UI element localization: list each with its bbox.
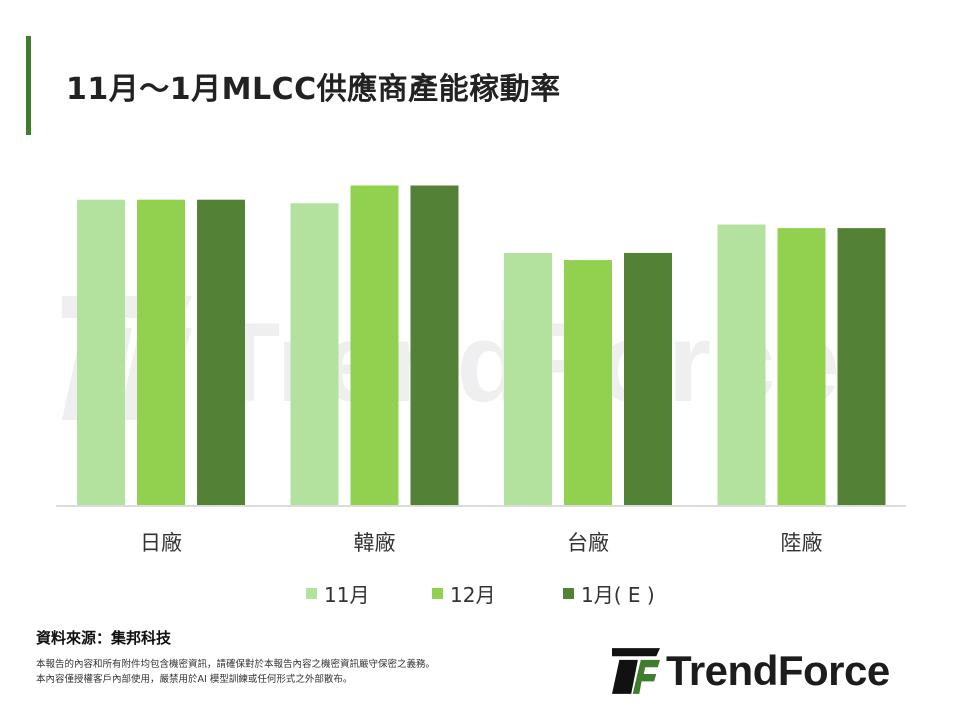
legend-label: 12月	[450, 582, 496, 607]
bar-1-nov	[77, 199, 125, 505]
legend-swatch	[563, 587, 574, 599]
legend-label: 11月	[324, 582, 370, 607]
disclaimer-line-2: 本內容僅授權客戶內部使用，嚴禁用於AI 模型訓練或任何形式之外部散布。	[36, 674, 353, 685]
legend-item-jan: 1月( E )	[563, 578, 655, 608]
bar-3-nov	[504, 252, 552, 505]
chart-title: 11月～1月MLCC供應商產能稼動率	[66, 72, 561, 107]
disclaimer-line-1: 本報告的內容和所有附件均包含機密資訊，請確保對於本報告內容之機密資訊嚴守保密之義…	[36, 659, 436, 670]
title-accent-bar	[26, 36, 31, 135]
bar-1-dec	[137, 199, 185, 505]
bar-4-dec	[777, 228, 826, 505]
bar-1-jan	[197, 199, 245, 505]
legend-swatch	[432, 587, 443, 599]
legend-label: 1月( E )	[581, 582, 655, 607]
source-label: 資料來源：集邦科技	[36, 629, 172, 647]
x-axis-labels: 日廠 韓廠 台廠 陸廠	[140, 531, 823, 555]
x-tick-label: 台廠	[567, 531, 609, 555]
trendforce-logo: TrendForce	[612, 646, 890, 696]
bar-2-dec	[350, 185, 399, 505]
x-tick-label: 韓廠	[354, 531, 396, 555]
bar-2-jan	[410, 185, 459, 505]
legend-item-dec: 12月	[432, 578, 495, 608]
legend-swatch	[306, 587, 317, 599]
disclaimer: 本報告的內容和所有附件均包含機密資訊，請確保對於本報告內容之機密資訊嚴守保密之義…	[36, 657, 435, 687]
bar-2-nov	[290, 203, 339, 505]
bar-4-nov	[717, 224, 766, 506]
chart-legend: 11月 12月 1月( E )	[0, 578, 960, 608]
bar-3-dec	[564, 260, 612, 505]
bar-4-jan	[837, 228, 886, 505]
legend-item-nov: 11月	[306, 578, 369, 608]
x-tick-label: 日廠	[140, 531, 182, 555]
trendforce-logo-icon	[612, 648, 660, 694]
bar-3-jan	[624, 252, 672, 505]
bars-layer	[77, 185, 886, 506]
brand-name: TrendForce	[666, 647, 890, 694]
x-tick-label: 陸廠	[781, 531, 823, 555]
